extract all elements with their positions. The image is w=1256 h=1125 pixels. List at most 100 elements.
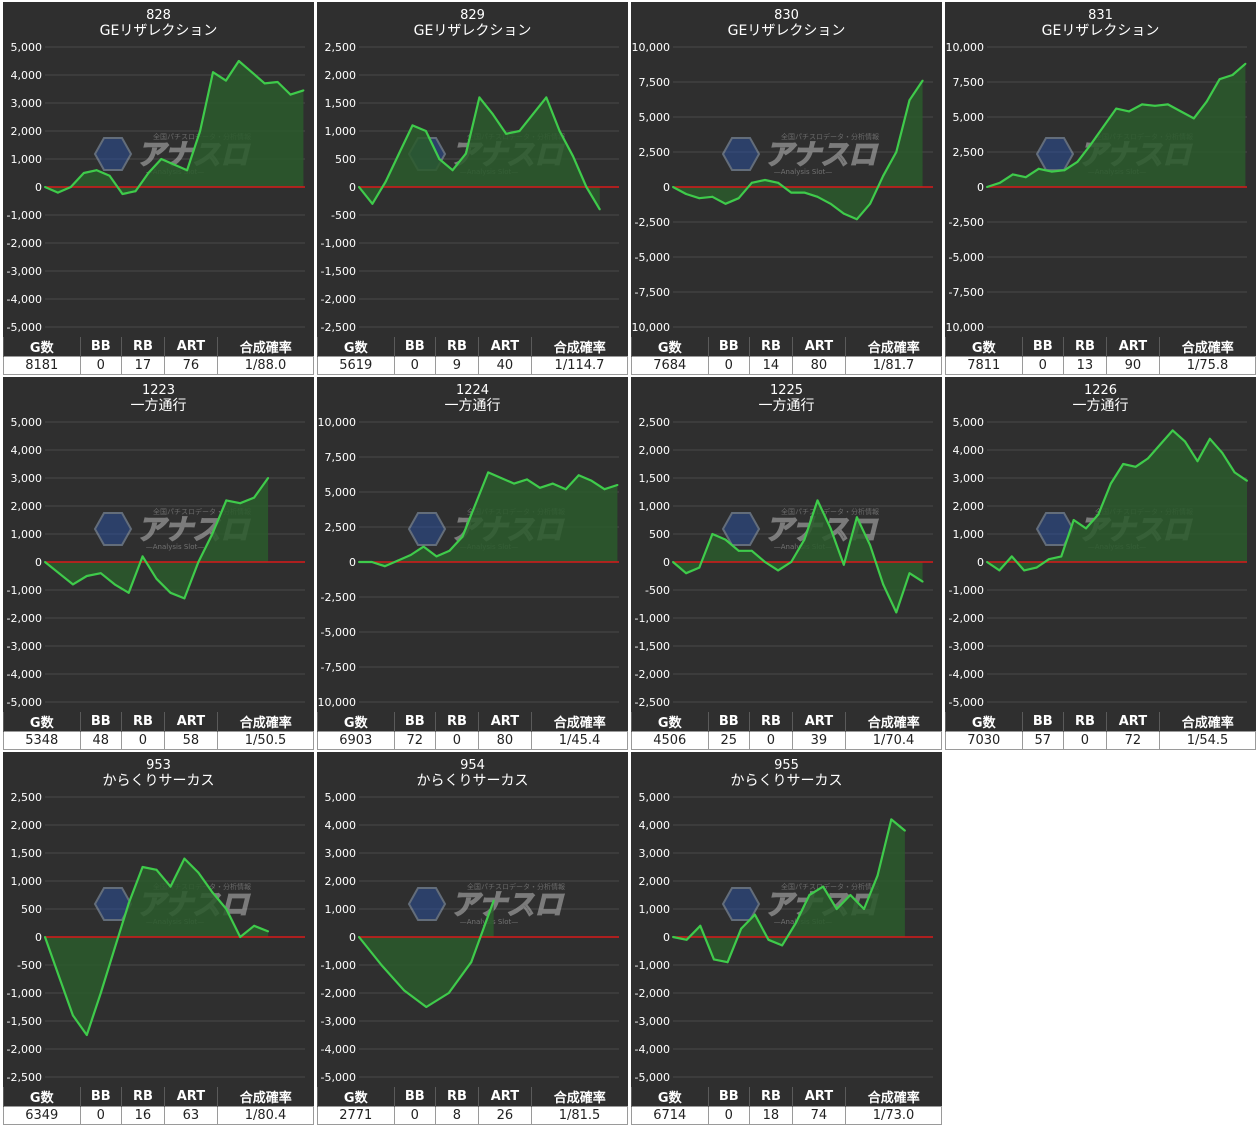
stats-header: ART [477, 337, 532, 357]
stats-value: 0 [393, 1106, 437, 1125]
stats-header: RB [435, 1087, 479, 1107]
data-point [986, 186, 988, 188]
data-point [558, 130, 561, 132]
data-point [603, 488, 606, 491]
stats-header: ART [1105, 712, 1160, 732]
stats-value: 2771 [317, 1106, 395, 1125]
data-point [740, 927, 743, 930]
data-point [370, 561, 373, 563]
data-point [531, 113, 534, 116]
stats-header: RB [121, 712, 165, 732]
data-point [500, 477, 503, 479]
data-point [448, 549, 451, 552]
data-point [383, 565, 386, 568]
data-point [794, 922, 797, 924]
stats-table: G数 BB RB ART 合成確率 4506 25 0 39 1/70.4 [631, 712, 943, 750]
data-point [121, 193, 124, 195]
data-point [253, 496, 256, 499]
stats-value: 7811 [945, 356, 1023, 375]
data-point [737, 197, 740, 200]
y-tick-label: 0 [977, 181, 984, 194]
y-tick-label: -1,000 [635, 959, 670, 972]
y-tick-label: 1,000 [11, 528, 43, 541]
data-point [71, 1014, 74, 1017]
difference-area [987, 430, 1247, 571]
stats-header: RB [435, 337, 479, 357]
difference-area [987, 63, 1246, 187]
machine-number: 831 [1088, 8, 1113, 23]
data-point [197, 561, 200, 563]
y-tick-label: 1,500 [639, 472, 671, 485]
data-point [753, 913, 756, 916]
data-point [239, 936, 242, 938]
data-point [438, 158, 441, 160]
stats-value: 17 [121, 356, 165, 375]
data-point [829, 527, 832, 530]
data-point [672, 936, 674, 938]
data-point [113, 947, 116, 950]
stats-value: 0 [121, 731, 165, 750]
stats-header: BB [79, 1087, 122, 1107]
data-point [1171, 429, 1174, 432]
data-point [491, 113, 494, 116]
y-tick-label: 1,500 [11, 847, 43, 860]
machine-name: GEリザレクション [100, 23, 218, 39]
stats-value: 72 [393, 731, 437, 750]
data-point [424, 130, 427, 132]
difference-area [45, 61, 304, 194]
data-point [616, 484, 619, 486]
machine-panel: 1223 一方通行 5,000 4,000 3,000 2,000 1,000 0 -1,000… [3, 377, 315, 750]
data-point [57, 975, 60, 978]
stats-value: 48 [79, 731, 123, 750]
data-point [169, 885, 172, 888]
machine-name: GEリザレクション [414, 23, 532, 39]
y-tick-label: -5,000 [635, 251, 670, 264]
y-tick-label: -1,000 [635, 612, 670, 625]
y-tick-label: 3,000 [639, 847, 671, 860]
data-point [1179, 110, 1182, 113]
data-point [672, 561, 674, 563]
y-tick-label: -2,500 [321, 591, 356, 604]
data-point [1196, 460, 1199, 463]
data-point [763, 561, 766, 563]
data-point [1231, 74, 1234, 76]
data-point [461, 535, 464, 538]
data-point [422, 545, 425, 548]
data-point [711, 195, 714, 198]
y-tick-label: -1,500 [7, 1015, 42, 1028]
stats-header: 合成確率 [1158, 337, 1256, 357]
machine-panel: 1225 一方通行 2,500 2,000 1,500 1,000 500 0 -500 -1,0… [631, 377, 943, 750]
data-point [276, 81, 279, 83]
data-point [1047, 558, 1050, 561]
y-tick-label: 1,000 [953, 528, 985, 541]
stats-value: 0 [1021, 356, 1065, 375]
stats-header: 合成確率 [844, 337, 942, 357]
data-point [1085, 527, 1088, 530]
data-point [1035, 566, 1038, 569]
y-tick-label: -7,500 [635, 286, 670, 299]
data-point [492, 899, 495, 902]
data-point [402, 989, 405, 992]
data-point [724, 538, 727, 541]
data-point [44, 936, 46, 938]
y-tick-label: -2,000 [7, 237, 42, 250]
y-tick-label: -5,000 [635, 1071, 670, 1084]
stats-value: 1/81.5 [530, 1106, 629, 1125]
data-point [525, 478, 528, 481]
difference-chart: 831 GEリザレクション 10,000 7,500 5,000 2,500 0 -2,500… [945, 2, 1256, 337]
data-point [882, 174, 885, 177]
data-point [1146, 457, 1149, 460]
data-point [113, 583, 116, 586]
data-point [895, 611, 898, 614]
data-point [1097, 513, 1100, 516]
machine-name: 一方通行 [131, 398, 187, 414]
stats-value: 1/54.5 [1158, 731, 1256, 750]
data-point [585, 186, 588, 188]
data-point [451, 169, 454, 172]
data-point [750, 549, 753, 552]
machine-panel: 830 GEリザレクション 10,000 7,500 5,000 2,500 0 -2,500… [631, 2, 943, 375]
y-tick-label: -500 [645, 584, 670, 597]
